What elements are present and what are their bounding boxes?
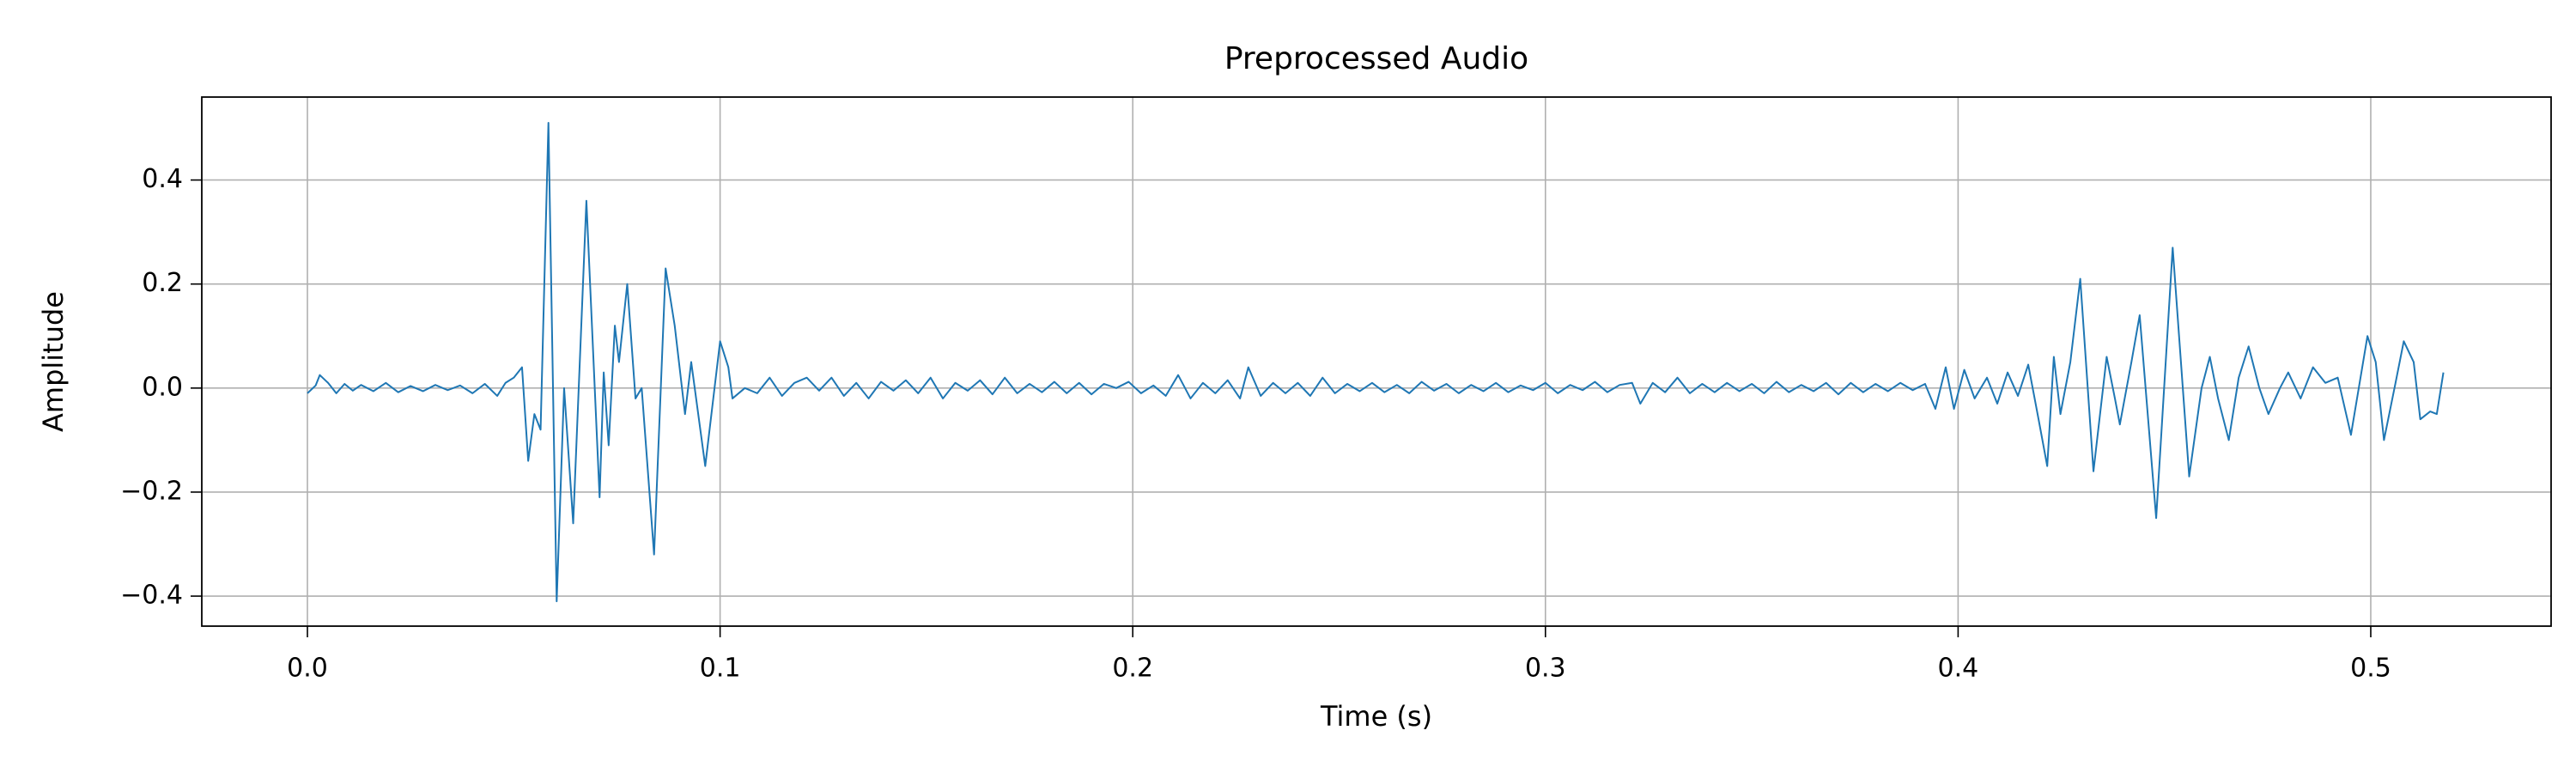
plot-frame [201,96,2552,627]
y-tick-label: −0.2 [120,476,183,506]
waveform-line [307,121,2445,603]
y-axis-label: Amplitude [37,291,70,432]
x-tick-label: 0.1 [700,654,741,684]
y-tick-label: 0.2 [142,268,183,298]
x-axis-label: Time (s) [1320,700,1432,733]
y-tick-label: 0.0 [142,372,183,402]
y-tick-label: 0.4 [142,164,183,194]
x-tick-label: 0.2 [1112,654,1153,684]
x-tick-label: 0.5 [2350,654,2391,684]
x-tick-label: 0.0 [287,654,328,684]
chart-title: Preprocessed Audio [1224,41,1528,76]
y-tick-label: −0.4 [120,581,183,611]
x-tick-label: 0.3 [1525,654,1566,684]
x-tick-label: 0.4 [1938,654,1979,684]
grid [202,97,2551,626]
